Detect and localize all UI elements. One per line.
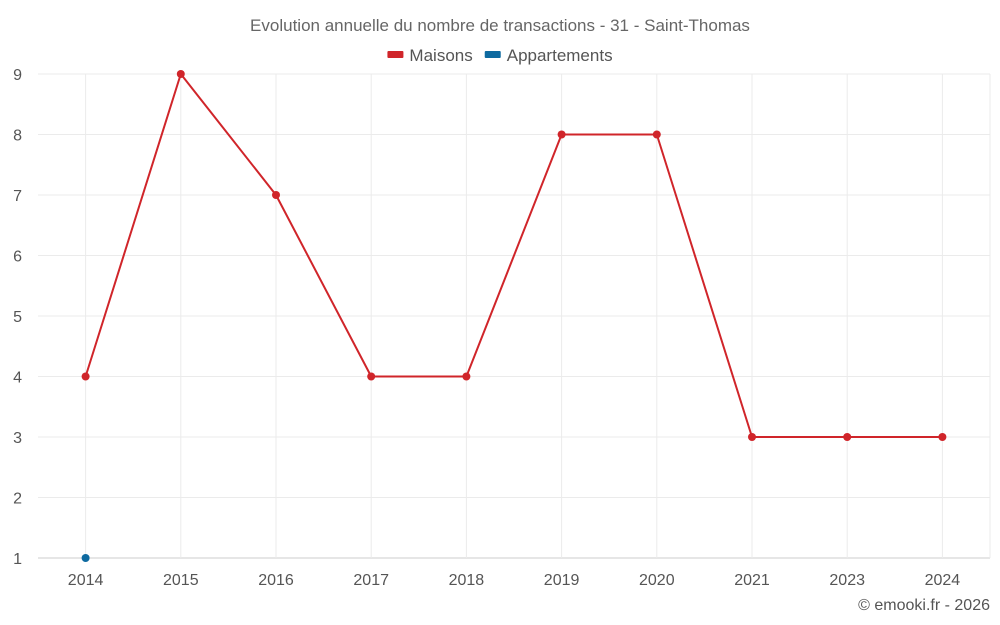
chart-title: Evolution annuelle du nombre de transact…: [250, 16, 750, 35]
x-tick-label: 2018: [449, 572, 485, 589]
series-layer: [81, 70, 947, 562]
y-tick-label: 4: [13, 370, 22, 387]
grid: [38, 73, 991, 559]
y-tick-label: 1: [13, 551, 22, 568]
data-point-maisons-2018[interactable]: [462, 372, 471, 381]
data-point-maisons-2023[interactable]: [843, 433, 852, 441]
data-point-maisons-2021[interactable]: [748, 433, 756, 441]
data-point-maisons-2014[interactable]: [81, 372, 90, 381]
x-tick-label: 2023: [829, 572, 865, 589]
x-tick-label: 2017: [353, 572, 389, 589]
legend-item-maisons[interactable]: Maisons: [387, 46, 473, 65]
legend[interactable]: Maisons Appartements: [387, 46, 613, 65]
y-tick-label: 9: [13, 67, 22, 84]
x-tick-label: 2020: [639, 572, 675, 589]
series-line-maisons: [84, 73, 943, 438]
legend-label: Maisons: [409, 46, 472, 65]
data-point-maisons-2019[interactable]: [557, 130, 566, 139]
legend-item-appartements[interactable]: Appartements: [484, 46, 613, 65]
data-point-maisons-2016[interactable]: [272, 191, 280, 199]
x-tick-label: 2015: [163, 572, 199, 589]
data-point-maisons-2020[interactable]: [652, 130, 661, 139]
y-tick-label: 5: [13, 309, 22, 326]
y-axis: 1 2 3 4 5 6 7 8 9: [13, 67, 22, 568]
series-maisons: [81, 70, 947, 441]
data-point-appartements-2014[interactable]: [81, 554, 90, 562]
data-point-maisons-2024[interactable]: [938, 433, 947, 441]
legend-label: Appartements: [507, 46, 613, 65]
x-tick-label: 2016: [258, 572, 294, 589]
x-tick-label: 2024: [925, 572, 961, 589]
y-tick-label: 2: [13, 491, 22, 508]
y-tick-label: 7: [13, 188, 22, 205]
y-tick-label: 8: [13, 128, 22, 145]
x-tick-label: 2019: [544, 572, 580, 589]
data-point-maisons-2017[interactable]: [367, 372, 376, 381]
legend-swatch: [484, 51, 501, 58]
series-appartements: [81, 554, 90, 562]
x-tick-label: 2014: [68, 572, 104, 589]
x-axis: 2014 2015 2016 2017 2018 2019 2020 2021 2023 2024: [68, 572, 960, 589]
y-tick-label: 6: [13, 249, 22, 266]
data-point-maisons-2015[interactable]: [176, 70, 185, 78]
x-tick-label: 2021: [734, 572, 770, 589]
credit-text: © emooki.fr - 2026: [858, 597, 990, 614]
y-tick-label: 3: [13, 430, 22, 447]
legend-swatch: [387, 51, 404, 58]
